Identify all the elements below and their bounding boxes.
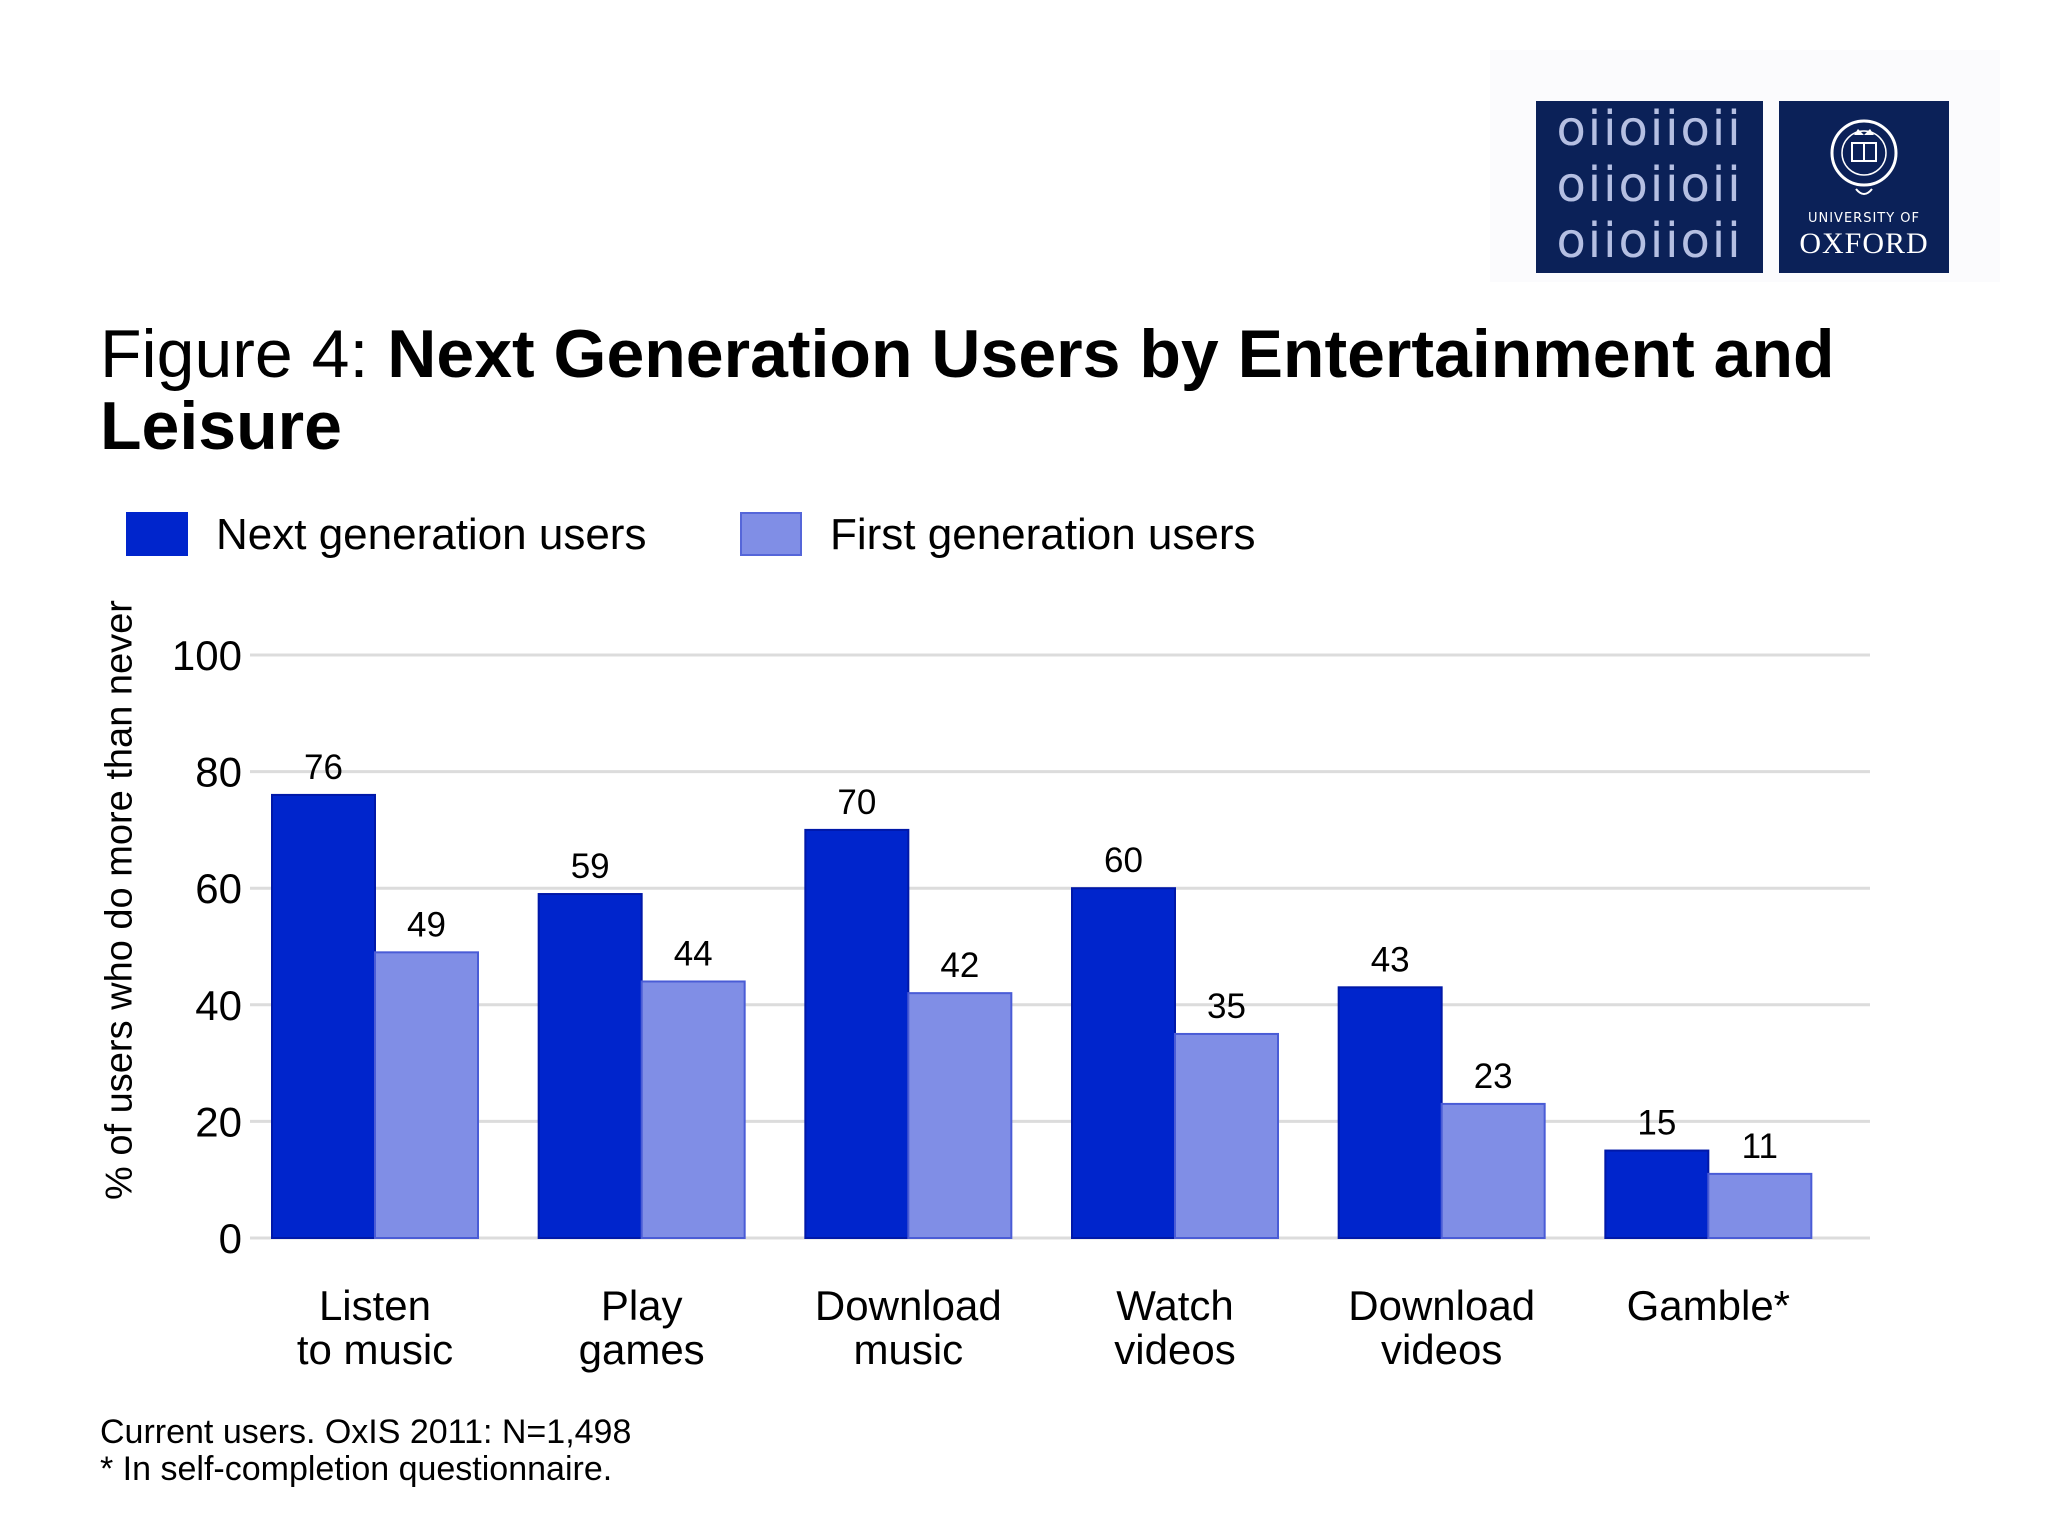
x-tick-label: videos [1381,1326,1502,1373]
oii-logo-row: oiioiioii [1556,157,1743,213]
x-tick-label: Gamble* [1627,1282,1790,1329]
data-label: 76 [304,748,343,787]
oii-logo: oiioiioii oiioiioii oiioiioii [1536,101,1763,273]
oii-logo-row: oiioiioii [1556,213,1743,269]
x-tick-label: to music [297,1326,453,1373]
bar [1174,1032,1279,1239]
oxford-wordmark: OXFORD [1799,227,1929,260]
bar [640,980,746,1239]
bar [1337,986,1443,1239]
y-tick-label: 40 [195,982,242,1029]
oii-logo-row: oiioiioii [1556,101,1743,157]
legend-swatch-next-generation [126,512,188,556]
data-label: 43 [1371,940,1410,979]
x-tick-label: Download [1348,1282,1535,1329]
bar [537,893,643,1240]
data-label: 44 [674,934,713,973]
university-of-label: UNIVERSITY OF [1807,211,1921,226]
bar [1707,1172,1813,1239]
data-label: 42 [940,946,979,985]
y-tick-label: 100 [172,632,242,679]
oxford-crest-icon [1830,119,1898,195]
data-label: 15 [1637,1104,1676,1143]
figure-heading: Next Generation Users by Entertainment a… [100,316,1835,464]
x-tick-label: music [853,1326,963,1373]
data-label: 23 [1474,1057,1513,1096]
data-label: 35 [1207,987,1246,1026]
data-label: 60 [1104,841,1143,880]
data-label: 49 [407,905,446,944]
x-tick-label: Listen [319,1282,431,1329]
x-tick-label: videos [1114,1326,1235,1373]
x-tick-label: games [579,1326,705,1373]
y-tick-label: 20 [195,1098,242,1145]
legend-swatch-first-generation [740,512,802,556]
bar [374,951,479,1240]
bar [1604,1149,1710,1240]
legend-label-first-generation: First generation users [830,510,1256,559]
footnote-source: Current users. OxIS 2011: N=1,498 [100,1413,632,1451]
bar [271,793,376,1239]
oxford-logo: UNIVERSITY OF OXFORD [1779,101,1949,273]
data-label: 59 [571,847,610,886]
bar [1071,887,1176,1239]
footnotes: Current users. OxIS 2011: N=1,498 * In s… [100,1414,631,1488]
data-label: 70 [837,783,876,822]
footnote-gamble: * In self-completion questionnaire. [100,1450,613,1488]
y-tick-label: 60 [195,865,242,912]
y-tick-label: 0 [219,1215,242,1262]
bar [804,828,910,1240]
figure-number: Figure 4: [100,316,369,392]
x-tick-label: Watch [1116,1282,1233,1329]
legend-label-next-generation: Next generation users [216,510,647,559]
bar [907,992,1013,1240]
data-label: 11 [1742,1127,1778,1166]
x-tick-label: Play [601,1282,683,1329]
y-tick-label: 80 [195,749,242,796]
figure-title: Figure 4: Next Generation Users by Enter… [100,318,1920,462]
x-tick-label: Download [815,1282,1002,1329]
bar [1440,1102,1546,1240]
